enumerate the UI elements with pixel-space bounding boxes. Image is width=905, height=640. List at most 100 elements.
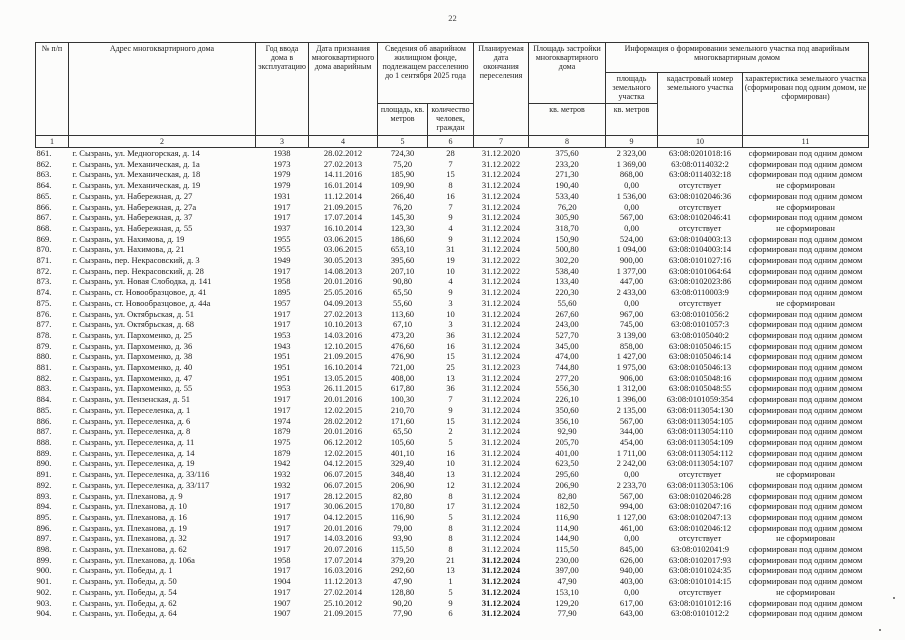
cell-year_built: 1979 xyxy=(273,180,291,191)
cell-num: 891. xyxy=(36,469,52,480)
cell-building_area: 305,90 xyxy=(555,212,579,223)
cell-year_built: 1917 xyxy=(273,404,291,415)
cell-address: г. Сызрань, ул. Переселенка, д. 19 xyxy=(72,458,195,469)
cell-year_built: 1917 xyxy=(273,265,291,276)
cell-year_built: 1949 xyxy=(273,255,291,266)
cell-address: г. Сызрань, ул. Победы, д. 50 xyxy=(72,576,177,587)
header-cadastral-number: кадастровый номер земельного участка xyxy=(657,72,744,136)
cell-address: г. Сызрань, ул. Плеханова, д. 10 xyxy=(72,501,187,512)
header-land-area-unit: кв. метров xyxy=(605,103,659,136)
cell-people_count: 16 xyxy=(446,340,455,351)
cell-plan_date: 31.12.2024 xyxy=(481,372,521,383)
cell-cadastral_number: 63:08:0105046:13 xyxy=(668,362,732,373)
cell-date_recognized: 16.01.2014 xyxy=(323,180,363,191)
cell-cadastral_number: 63:08:0113054:107 xyxy=(666,458,734,469)
table-row: 900. г. Сызрань, ул. Победы, д. 1 1917 16.0… xyxy=(36,565,869,576)
cell-area_sqm: 113,60 xyxy=(390,308,415,319)
table-row: 904. г. Сызрань, ул. Победы, д. 64 1907 21.… xyxy=(36,608,869,619)
cell-num: 866. xyxy=(36,201,52,212)
table-row: 890. г. Сызрань, ул. Переселенка, д. 19 19… xyxy=(36,458,869,469)
cell-cadastral_number: 63:08:0101012:2 xyxy=(670,608,730,619)
cell-date_recognized: 28.12.2015 xyxy=(323,490,363,501)
cell-building_area: 302,20 xyxy=(555,255,579,266)
cell-num: 876. xyxy=(36,308,52,319)
cell-num: 893. xyxy=(36,490,52,501)
cell-address: г. Сызрань, ул. Пархоменко, д. 25 xyxy=(72,329,193,340)
cell-area_sqm: 123,30 xyxy=(390,222,415,233)
cell-plan_date: 31.12.2024 xyxy=(481,544,521,555)
cell-people_count: 36 xyxy=(446,329,455,340)
cell-land_status: не сформирован xyxy=(776,469,835,480)
cell-cadastral_number: отсутствует xyxy=(678,180,722,191)
cell-land_area: 0,00 xyxy=(624,297,639,308)
cell-land_area: 1 396,00 xyxy=(616,394,647,405)
cell-building_area: 150,90 xyxy=(555,233,579,244)
cell-plan_date: 31.12.2024 xyxy=(481,340,521,351)
cell-cadastral_number: 63:08:0113053:106 xyxy=(666,479,734,490)
column-number: 2 xyxy=(68,135,256,148)
cell-people_count: 25 xyxy=(446,362,455,373)
cell-address: г. Сызрань, ул. Пархоменко, д. 47 xyxy=(72,372,193,383)
cell-plan_date: 31.12.2022 xyxy=(481,255,521,266)
cell-date_recognized: 04.09.2013 xyxy=(323,297,363,308)
cell-area_sqm: 207,10 xyxy=(390,265,415,276)
cell-cadastral_number: 63:08:0102017:93 xyxy=(668,554,732,565)
cell-land_area: 524,00 xyxy=(619,233,644,244)
cell-date_recognized: 06.07.2015 xyxy=(323,479,363,490)
cell-land_status: сформирован под одним домом xyxy=(748,608,863,619)
table-row: 898. г. Сызрань, ул. Плеханова, д. 62 1917… xyxy=(36,544,869,555)
cell-plan_date: 31.12.2024 xyxy=(481,180,521,191)
cell-building_area: 556,30 xyxy=(555,383,579,394)
cell-building_area: 190,40 xyxy=(555,180,579,191)
cell-year_built: 1955 xyxy=(273,244,291,255)
cell-cadastral_number: отсутствует xyxy=(678,222,722,233)
cell-area_sqm: 210,70 xyxy=(390,404,415,415)
cell-num: 867. xyxy=(36,212,52,223)
column-number: 10 xyxy=(657,135,744,148)
cell-address: г. Сызрань, ул. Пархоменко, д. 55 xyxy=(72,383,193,394)
cell-year_built: 1943 xyxy=(273,340,291,351)
cell-date_recognized: 26.11.2015 xyxy=(324,383,362,394)
cell-people_count: 13 xyxy=(446,372,455,383)
cell-date_recognized: 14.11.2016 xyxy=(324,169,362,180)
cell-people_count: 9 xyxy=(448,233,453,244)
cell-land_status: сформирован под одним домом xyxy=(748,554,863,565)
table-row: 893. г. Сызрань, ул. Плеханова, д. 9 1917 2… xyxy=(36,491,869,502)
cell-address: г. Сызрань, ул. Плеханова, д. 19 xyxy=(72,522,187,533)
cell-num: 879. xyxy=(36,340,52,351)
cell-num: 869. xyxy=(36,233,52,244)
cell-year_built: 1907 xyxy=(273,597,291,608)
header-building-area-unit: кв. метров xyxy=(528,103,607,136)
cell-address: г. Сызрань, ул. Нахимова, д. 21 xyxy=(72,244,185,255)
cell-address: г. Сызрань, ул. Переселенка, д. 6 xyxy=(72,415,191,426)
cell-building_area: 744,80 xyxy=(555,362,579,373)
cell-land_status: сформирован под одним домом xyxy=(748,308,863,319)
cell-building_area: 115,50 xyxy=(555,544,579,555)
cell-cadastral_number: 63:08:0101014:15 xyxy=(668,576,732,587)
cell-plan_date: 31.12.2024 xyxy=(481,201,521,212)
cell-address: г. Сызрань, ул. Переселенка, д. 14 xyxy=(72,447,195,458)
cell-area_sqm: 206,90 xyxy=(390,479,415,490)
cell-building_area: 230,00 xyxy=(555,554,579,565)
cell-area_sqm: 115,50 xyxy=(390,544,415,555)
cell-people_count: 5 xyxy=(448,436,453,447)
header-fund-area: площадь, кв. метров xyxy=(377,103,428,136)
cell-num: 903. xyxy=(36,597,52,608)
cell-land_area: 344,00 xyxy=(619,426,644,437)
column-number: 11 xyxy=(742,135,870,148)
column-number: 7 xyxy=(473,135,530,148)
cell-land_area: 626,00 xyxy=(619,554,644,565)
cell-cadastral_number: 63:08:0201018:16 xyxy=(668,148,732,158)
cell-year_built: 1917 xyxy=(273,394,291,405)
scan-artifact-dot xyxy=(893,597,895,599)
cell-num: 896. xyxy=(36,522,52,533)
cell-plan_date: 31.12.2022 xyxy=(481,265,521,276)
cell-address: г. Сызрань, ул. Новая Слободка, д. 141 xyxy=(72,276,212,287)
cell-address: г. Сызрань, ул. Переселенка, д. 33/116 xyxy=(72,469,210,480)
cell-cadastral_number: отсутствует xyxy=(678,586,722,597)
cell-plan_date: 31.12.2024 xyxy=(481,222,521,233)
cell-land_area: 567,00 xyxy=(619,415,644,426)
cell-area_sqm: 128,80 xyxy=(390,586,415,597)
cell-people_count: 31 xyxy=(446,244,455,255)
cell-address: г. Сызрань, ул. Переселенка, д. 8 xyxy=(72,426,191,437)
